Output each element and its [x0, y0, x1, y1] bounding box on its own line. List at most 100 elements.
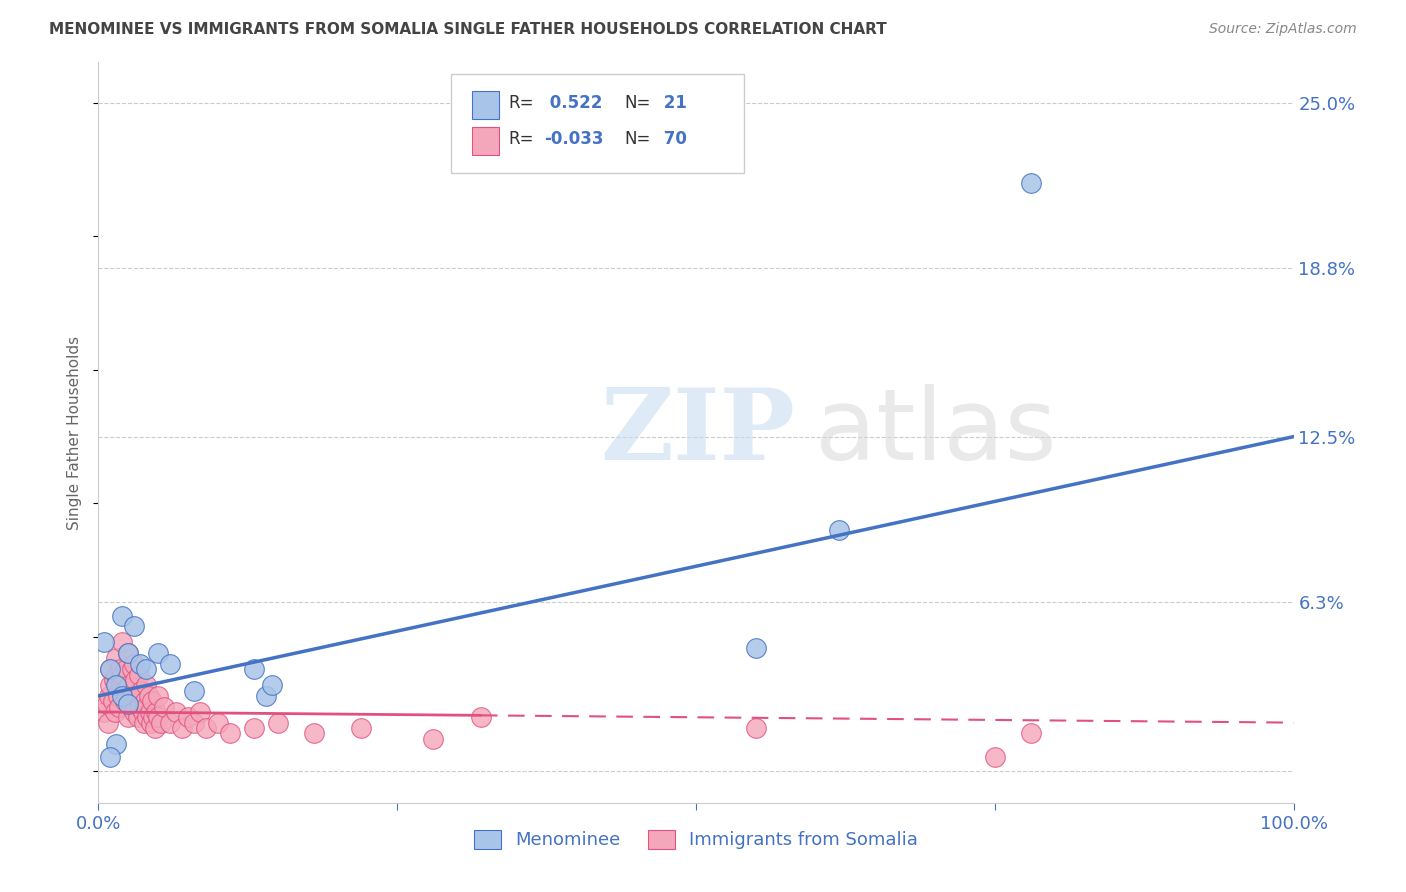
Point [188, 705, 211, 719]
Point [159, 715, 181, 730]
Point [124, 619, 146, 633]
Point [93, 705, 115, 719]
Text: MENOMINEE VS IMMIGRANTS FROM SOMALIA SINGLE FATHER HOUSEHOLDS CORRELATION CHART: MENOMINEE VS IMMIGRANTS FROM SOMALIA SIN… [49, 22, 887, 37]
Point [136, 710, 159, 724]
Point [110, 678, 132, 692]
Point [121, 662, 143, 676]
Point [111, 635, 134, 649]
Point [104, 705, 127, 719]
Point [177, 710, 200, 724]
Point [117, 697, 139, 711]
Point [132, 715, 155, 730]
Point [98, 678, 122, 692]
Point [165, 705, 187, 719]
Point [135, 678, 157, 692]
Point [124, 705, 146, 719]
Point [1019, 726, 1042, 740]
Point [115, 662, 138, 676]
Point [139, 705, 162, 719]
Point [112, 683, 135, 698]
Point [267, 715, 290, 730]
Point [117, 646, 139, 660]
Text: ZIP: ZIP [600, 384, 796, 481]
Point [103, 673, 125, 687]
Point [984, 750, 1007, 764]
Y-axis label: Single Father Households: Single Father Households [67, 335, 83, 530]
Point [122, 689, 145, 703]
Point [128, 667, 150, 681]
Point [125, 689, 148, 703]
Text: N=: N= [624, 130, 651, 148]
Text: -0.033: -0.033 [544, 130, 603, 148]
Point [143, 721, 166, 735]
Point [172, 721, 194, 735]
Point [105, 667, 128, 681]
Point [207, 715, 229, 730]
Point [302, 726, 325, 740]
Point [828, 523, 851, 537]
Point [745, 640, 768, 655]
Bar [472, 91, 499, 120]
Point [124, 673, 146, 687]
Point [148, 689, 170, 703]
Point [101, 694, 124, 708]
Point [134, 694, 156, 708]
Text: 0.522: 0.522 [544, 95, 603, 112]
Point [111, 667, 134, 681]
Point [111, 608, 134, 623]
FancyBboxPatch shape [451, 73, 744, 173]
Text: 70: 70 [658, 130, 686, 148]
Point [219, 726, 242, 740]
Point [141, 694, 163, 708]
Point [117, 710, 139, 724]
Point [127, 710, 149, 724]
Point [105, 737, 128, 751]
Point [139, 715, 162, 730]
Bar [472, 127, 499, 155]
Point [115, 689, 138, 703]
Text: N=: N= [624, 95, 651, 112]
Point [98, 662, 122, 676]
Point [745, 721, 768, 735]
Point [254, 689, 277, 703]
Point [97, 715, 120, 730]
Point [107, 699, 129, 714]
Point [350, 721, 373, 735]
Point [124, 657, 146, 671]
Point [93, 635, 115, 649]
Point [470, 710, 492, 724]
Point [142, 710, 165, 724]
Text: atlas: atlas [815, 384, 1057, 481]
Point [135, 699, 157, 714]
Point [183, 683, 205, 698]
Point [98, 689, 121, 703]
Point [111, 689, 134, 703]
Point [148, 646, 170, 660]
Point [422, 731, 444, 746]
Text: Source: ZipAtlas.com: Source: ZipAtlas.com [1209, 22, 1357, 37]
Point [129, 657, 152, 671]
Point [195, 721, 218, 735]
Point [131, 683, 153, 698]
Point [114, 694, 136, 708]
Text: 21: 21 [658, 95, 686, 112]
Point [105, 678, 128, 692]
Point [153, 699, 176, 714]
Text: R=: R= [509, 130, 534, 148]
Point [117, 646, 139, 660]
Point [96, 697, 118, 711]
Text: R=: R= [509, 95, 534, 112]
Point [120, 699, 142, 714]
Point [129, 699, 152, 714]
Point [135, 662, 157, 676]
Point [183, 715, 205, 730]
Point [108, 662, 131, 676]
Point [118, 678, 141, 692]
Point [159, 657, 181, 671]
Legend: Menominee, Immigrants from Somalia: Menominee, Immigrants from Somalia [467, 823, 925, 856]
Point [145, 705, 167, 719]
Point [107, 689, 129, 703]
Point [98, 750, 122, 764]
Point [138, 689, 160, 703]
Point [98, 662, 122, 676]
